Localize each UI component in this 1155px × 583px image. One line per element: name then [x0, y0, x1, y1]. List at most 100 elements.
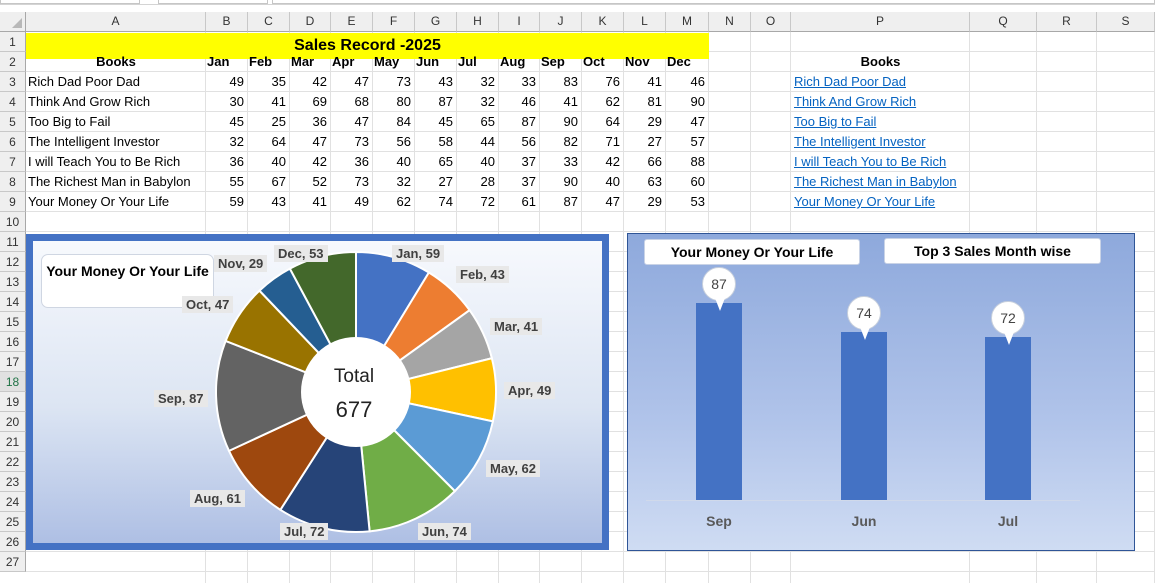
sales-value-cell[interactable]: 83 — [563, 74, 578, 89]
row-header-2[interactable]: 2 — [0, 52, 26, 72]
book-name-cell[interactable]: The Intelligent Investor — [28, 134, 160, 149]
sales-value-cell[interactable]: 76 — [605, 74, 620, 89]
sales-value-cell[interactable]: 42 — [312, 154, 327, 169]
row-header-18[interactable]: 18 — [0, 372, 26, 392]
sales-value-cell[interactable]: 49 — [229, 74, 244, 89]
column-header-o[interactable]: O — [751, 12, 791, 32]
sales-value-cell[interactable]: 80 — [396, 94, 411, 109]
sales-value-cell[interactable]: 61 — [521, 194, 536, 209]
sales-value-cell[interactable]: 43 — [438, 74, 453, 89]
sales-value-cell[interactable]: 44 — [480, 134, 495, 149]
sales-value-cell[interactable]: 73 — [354, 174, 369, 189]
row-header-6[interactable]: 6 — [0, 132, 26, 152]
sales-value-cell[interactable]: 41 — [647, 74, 662, 89]
row-header-23[interactable]: 23 — [0, 472, 26, 492]
row-header-5[interactable]: 5 — [0, 112, 26, 132]
sales-value-cell[interactable]: 72 — [480, 194, 495, 209]
book-name-cell[interactable]: Rich Dad Poor Dad — [28, 74, 140, 89]
sales-value-cell[interactable]: 60 — [690, 174, 705, 189]
column-header-l[interactable]: L — [624, 12, 666, 32]
sales-value-cell[interactable]: 32 — [229, 134, 244, 149]
row-header-7[interactable]: 7 — [0, 152, 26, 172]
sales-value-cell[interactable]: 43 — [271, 194, 286, 209]
sales-value-cell[interactable]: 55 — [229, 174, 244, 189]
sales-value-cell[interactable]: 90 — [563, 114, 578, 129]
sales-value-cell[interactable]: 74 — [438, 194, 453, 209]
sales-value-cell[interactable]: 45 — [438, 114, 453, 129]
row-header-26[interactable]: 26 — [0, 532, 26, 552]
sales-value-cell[interactable]: 33 — [521, 74, 536, 89]
bar-sep[interactable] — [696, 303, 742, 500]
sales-value-cell[interactable]: 46 — [521, 94, 536, 109]
sales-value-cell[interactable]: 41 — [563, 94, 578, 109]
row-header-25[interactable]: 25 — [0, 512, 26, 532]
sales-value-cell[interactable]: 87 — [521, 114, 536, 129]
column-header-a[interactable]: A — [26, 12, 206, 32]
sales-value-cell[interactable]: 27 — [647, 134, 662, 149]
sales-value-cell[interactable]: 47 — [690, 114, 705, 129]
sales-value-cell[interactable]: 32 — [480, 94, 495, 109]
row-header-9[interactable]: 9 — [0, 192, 26, 212]
book-hyperlink[interactable]: Think And Grow Rich — [794, 94, 917, 109]
book-name-cell[interactable]: Your Money Or Your Life — [28, 194, 170, 209]
row-header-15[interactable]: 15 — [0, 312, 26, 332]
sales-value-cell[interactable]: 32 — [396, 174, 411, 189]
book-hyperlink[interactable]: The Intelligent Investor — [794, 134, 926, 149]
sales-value-cell[interactable]: 36 — [312, 114, 327, 129]
sales-value-cell[interactable]: 29 — [647, 114, 662, 129]
sales-value-cell[interactable]: 64 — [271, 134, 286, 149]
sales-value-cell[interactable]: 68 — [354, 94, 369, 109]
row-header-22[interactable]: 22 — [0, 452, 26, 472]
row-header-8[interactable]: 8 — [0, 172, 26, 192]
sales-value-cell[interactable]: 52 — [312, 174, 327, 189]
column-header-q[interactable]: Q — [970, 12, 1037, 32]
bar-jun[interactable] — [841, 332, 887, 500]
column-header-m[interactable]: M — [666, 12, 709, 32]
bar-jul[interactable] — [985, 336, 1031, 500]
sales-value-cell[interactable]: 90 — [563, 174, 578, 189]
sales-value-cell[interactable]: 47 — [605, 194, 620, 209]
sales-value-cell[interactable]: 30 — [229, 94, 244, 109]
toolbar-tab[interactable] — [0, 0, 140, 4]
sales-value-cell[interactable]: 73 — [396, 74, 411, 89]
sales-value-cell[interactable]: 41 — [312, 194, 327, 209]
sales-value-cell[interactable]: 62 — [605, 94, 620, 109]
row-header-4[interactable]: 4 — [0, 92, 26, 112]
row-header-14[interactable]: 14 — [0, 292, 26, 312]
sales-value-cell[interactable]: 28 — [480, 174, 495, 189]
sales-value-cell[interactable]: 33 — [563, 154, 578, 169]
sales-value-cell[interactable]: 41 — [271, 94, 286, 109]
sales-value-cell[interactable]: 69 — [312, 94, 327, 109]
row-header-24[interactable]: 24 — [0, 492, 26, 512]
column-header-b[interactable]: B — [206, 12, 248, 32]
book-hyperlink[interactable]: Rich Dad Poor Dad — [794, 74, 906, 89]
sales-value-cell[interactable]: 49 — [354, 194, 369, 209]
sales-value-cell[interactable]: 45 — [229, 114, 244, 129]
row-header-27[interactable]: 27 — [0, 552, 26, 572]
sales-value-cell[interactable]: 56 — [521, 134, 536, 149]
sales-value-cell[interactable]: 67 — [271, 174, 286, 189]
column-header-f[interactable]: F — [373, 12, 415, 32]
sales-value-cell[interactable]: 82 — [563, 134, 578, 149]
column-header-c[interactable]: C — [248, 12, 290, 32]
column-header-j[interactable]: J — [540, 12, 582, 32]
sales-value-cell[interactable]: 47 — [354, 74, 369, 89]
column-header-h[interactable]: H — [457, 12, 499, 32]
row-header-12[interactable]: 12 — [0, 252, 26, 272]
sales-value-cell[interactable]: 47 — [354, 114, 369, 129]
sales-value-cell[interactable]: 36 — [229, 154, 244, 169]
row-header-19[interactable]: 19 — [0, 392, 26, 412]
column-header-k[interactable]: K — [582, 12, 624, 32]
book-hyperlink[interactable]: The Richest Man in Babylon — [794, 174, 957, 189]
sales-value-cell[interactable]: 42 — [312, 74, 327, 89]
sales-value-cell[interactable]: 73 — [354, 134, 369, 149]
sales-value-cell[interactable]: 65 — [438, 154, 453, 169]
sales-value-cell[interactable]: 62 — [396, 194, 411, 209]
donut-slice-sep[interactable] — [215, 339, 359, 453]
sales-value-cell[interactable]: 40 — [271, 154, 286, 169]
row-header-17[interactable]: 17 — [0, 352, 26, 372]
book-name-cell[interactable]: Too Big to Fail — [28, 114, 111, 129]
sales-value-cell[interactable]: 87 — [438, 94, 453, 109]
sales-value-cell[interactable]: 35 — [271, 74, 286, 89]
sales-value-cell[interactable]: 40 — [480, 154, 495, 169]
